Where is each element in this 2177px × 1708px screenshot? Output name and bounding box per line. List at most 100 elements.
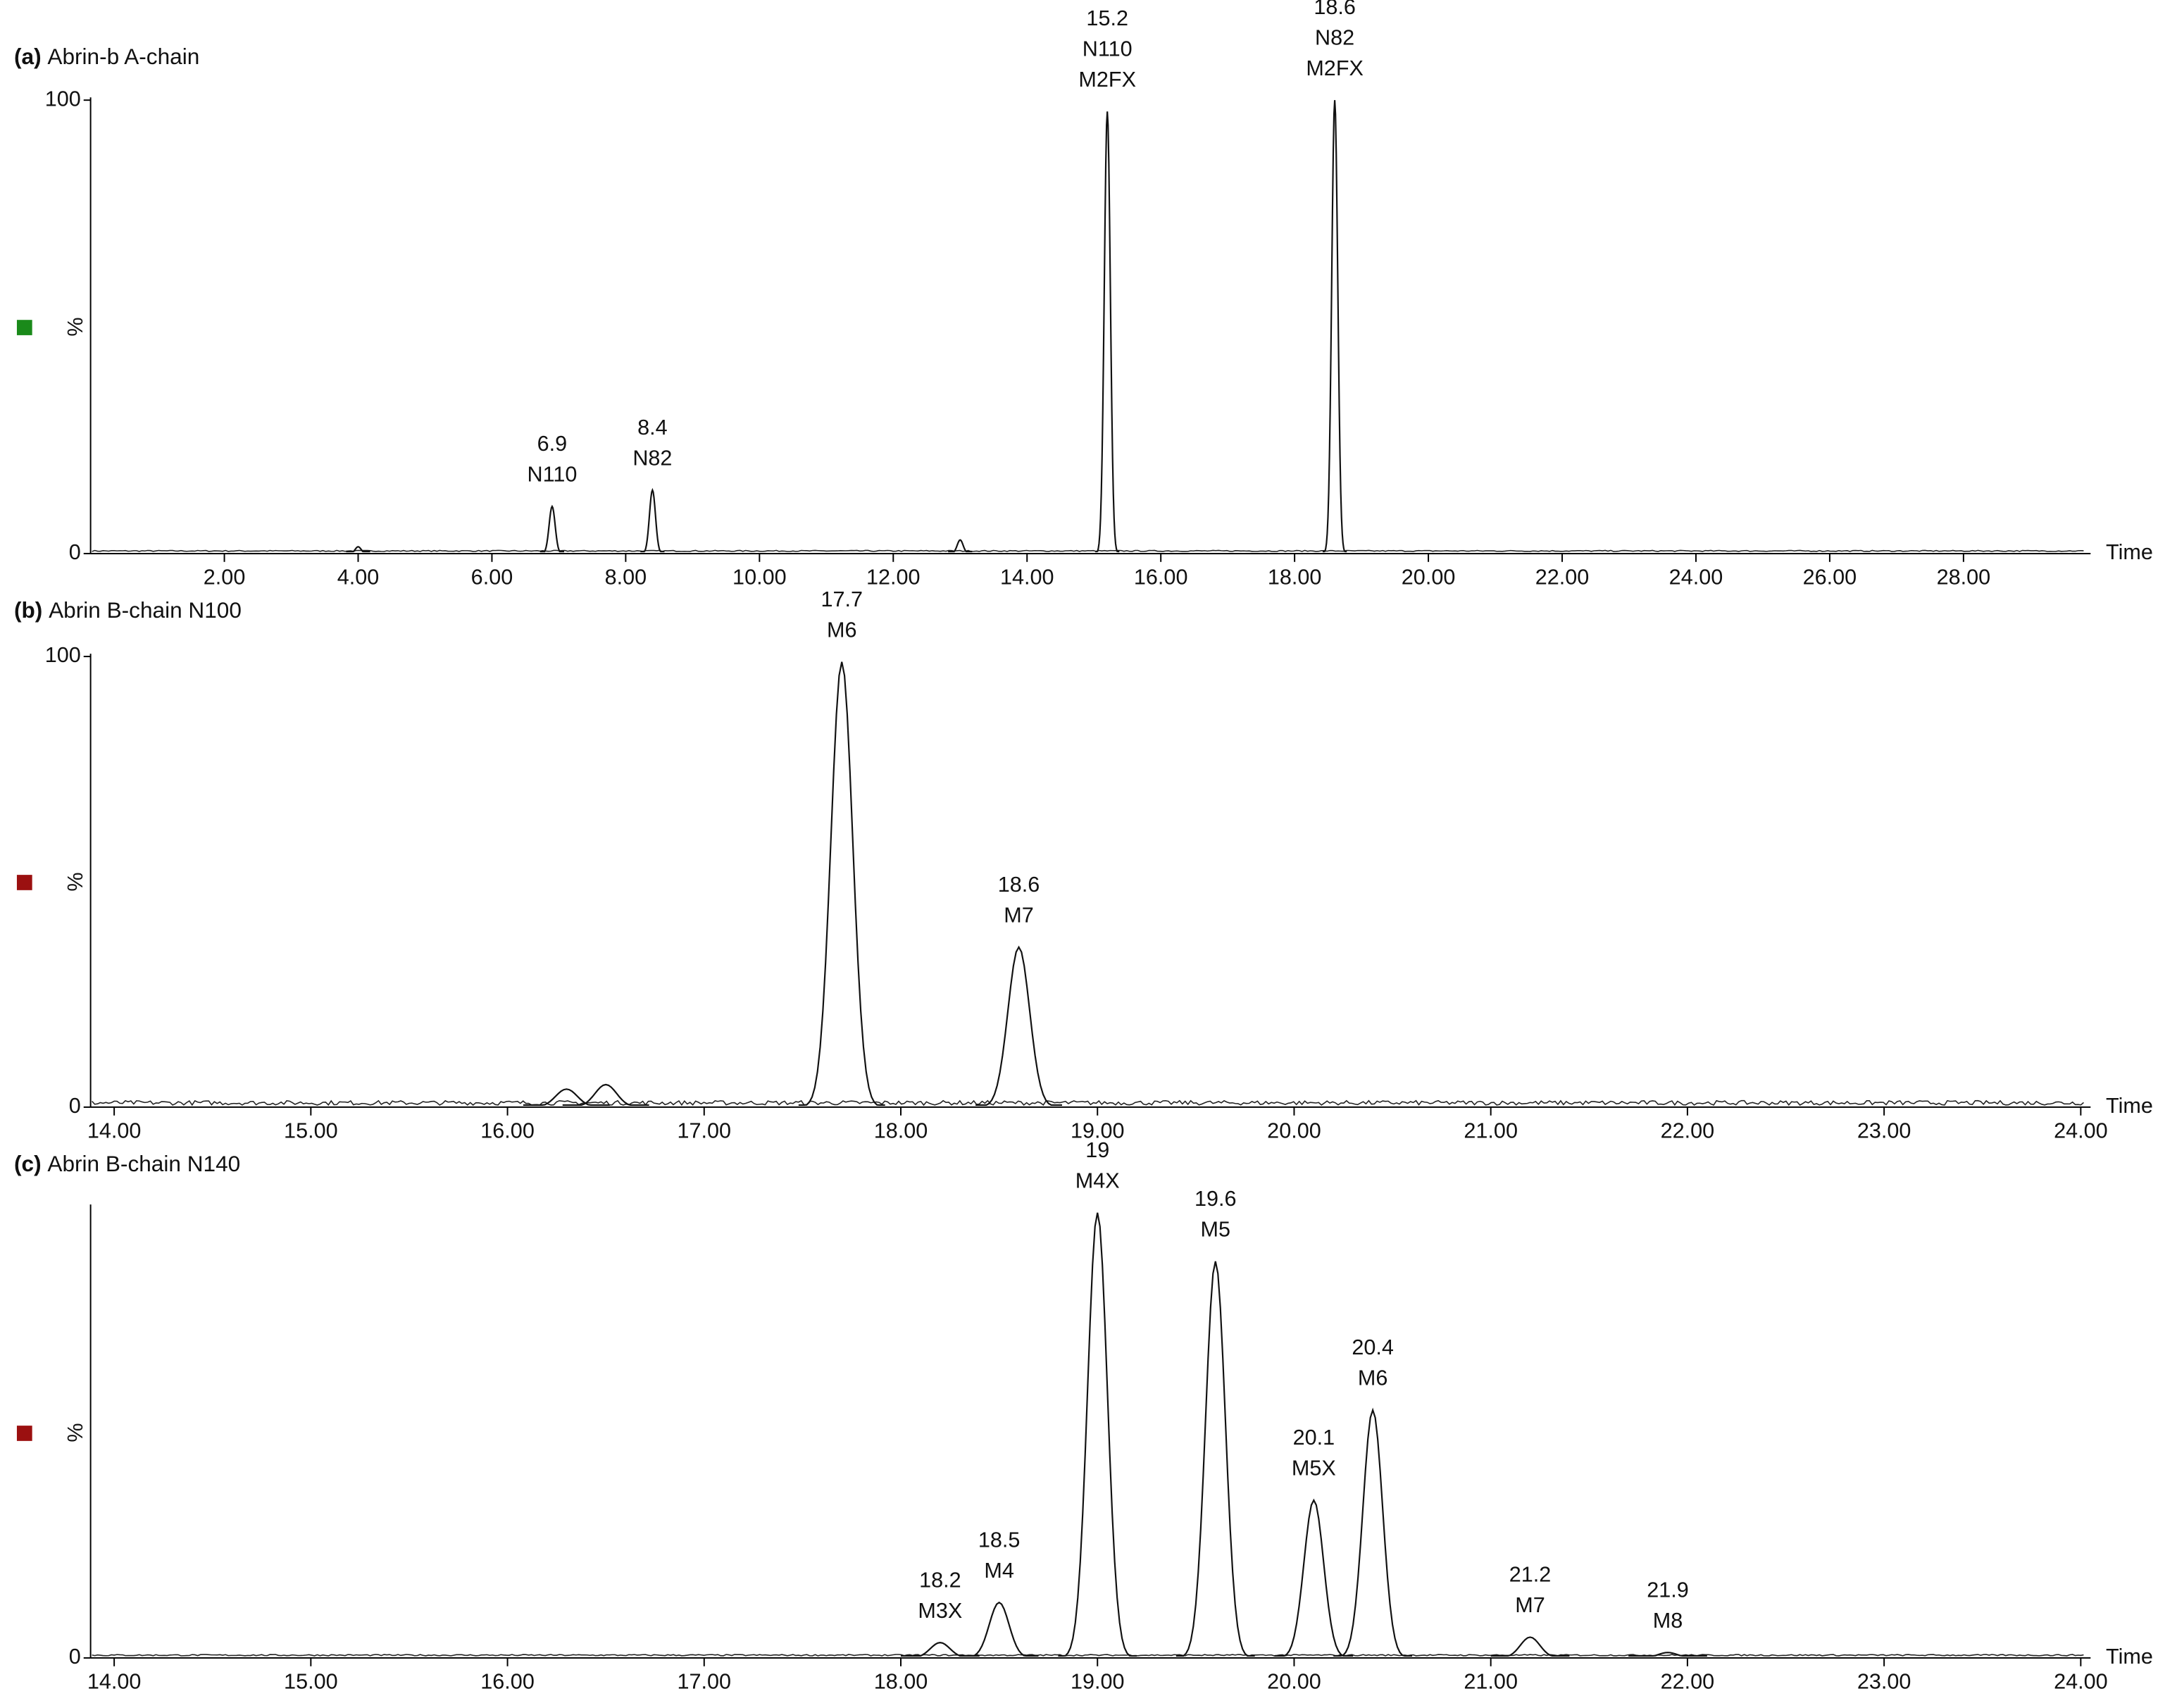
x-tick-label: 20.00 [1267, 1670, 1321, 1694]
panel-name: Abrin B-chain N140 [47, 1151, 240, 1176]
peak-time-label: 19.6 [1194, 1187, 1237, 1211]
peak-time-label: 18.2 [919, 1568, 961, 1592]
x-tick-label: 20.00 [1267, 1119, 1321, 1143]
x-tick-label: 4.00 [337, 566, 380, 590]
x-tick-label: 28.00 [1937, 566, 1991, 590]
x-tick-label: 16.00 [480, 1670, 535, 1694]
x-tick-label: 20.00 [1402, 566, 1456, 590]
peak [1490, 1636, 1570, 1657]
peak-label: N110 [1083, 37, 1133, 61]
x-tick-label: 6.00 [471, 566, 513, 590]
x-tick-label: 24.00 [2054, 1670, 2108, 1694]
x-tick-label: 14.00 [1000, 566, 1054, 590]
x-tick-label: 16.00 [480, 1119, 535, 1143]
peak-label: M2FX [1078, 68, 1136, 92]
x-tick-label: 26.00 [1803, 566, 1857, 590]
x-tick-label: 18.00 [874, 1670, 928, 1694]
peak [640, 487, 665, 553]
peak-label: M3X [918, 1599, 962, 1623]
x-tick-label: 24.00 [1669, 566, 1723, 590]
y-tick-label: 0 [69, 1094, 81, 1118]
peak-label: M5 [1201, 1217, 1231, 1241]
peak-time-label: 20.1 [1293, 1426, 1335, 1450]
peak-time-label: 18.6 [1314, 0, 1356, 19]
peak [798, 661, 885, 1107]
peak-label: M7 [1004, 903, 1034, 927]
panel-letter: (c) [14, 1151, 42, 1176]
baseline [92, 1099, 2084, 1107]
peak-label: M6 [1358, 1366, 1388, 1390]
x-tick-label: 8.00 [605, 566, 647, 590]
x-tick-label: 15.00 [284, 1119, 338, 1143]
x-tick-label: 10.00 [732, 566, 787, 590]
x-tick-label: 16.00 [1134, 566, 1188, 590]
y-tick-label: 100 [45, 87, 81, 111]
panel-letter: (a) [14, 44, 42, 69]
peak-time-label: 8.4 [637, 416, 668, 440]
x-axis-label: Time [2106, 1094, 2153, 1118]
peak [975, 945, 1062, 1107]
baseline [92, 1654, 2084, 1657]
peak [1628, 1652, 1707, 1657]
peak-time-label: 15.2 [1086, 6, 1128, 30]
peak-label: M2FX [1306, 56, 1364, 80]
x-tick-label: 17.00 [678, 1670, 732, 1694]
peak-label: M7 [1515, 1593, 1545, 1617]
peak-label: N110 [527, 463, 577, 487]
peak-label: M6 [827, 618, 857, 642]
peak-label: N82 [632, 446, 672, 470]
x-tick-label: 17.00 [678, 1119, 732, 1143]
trace-marker [16, 875, 32, 890]
x-tick-label: 18.00 [874, 1119, 928, 1143]
peak [1095, 111, 1120, 553]
panel-name: Abrin-b A-chain [47, 44, 199, 69]
x-tick-label: 12.00 [866, 566, 921, 590]
panel-letter: (b) [14, 597, 42, 623]
trace-marker [16, 1426, 32, 1441]
peak-time-label: 20.4 [1352, 1335, 1394, 1359]
x-tick-label: 15.00 [284, 1670, 338, 1694]
x-axis-label: Time [2106, 540, 2153, 564]
peak-label: M5X [1292, 1457, 1336, 1481]
x-tick-label: 22.00 [1661, 1670, 1715, 1694]
x-tick-label: 14.00 [87, 1119, 142, 1143]
peak-time-label: 21.9 [1647, 1578, 1689, 1602]
peak-time-label: 18.6 [998, 873, 1040, 897]
peak [959, 1601, 1039, 1657]
peak [1333, 1407, 1412, 1657]
trace-marker [16, 320, 32, 335]
x-tick-label: 22.00 [1535, 566, 1590, 590]
x-tick-label: 14.00 [87, 1670, 142, 1694]
panel-name: Abrin B-chain N100 [49, 597, 242, 623]
peak-time-label: 18.5 [978, 1528, 1021, 1552]
x-tick-label: 19.00 [1071, 1119, 1125, 1143]
panel-title: (c) Abrin B-chain N140 [14, 1151, 240, 1176]
peak [346, 546, 370, 553]
x-tick-label: 21.00 [1464, 1119, 1518, 1143]
panel-title: (b) Abrin B-chain N100 [14, 597, 242, 623]
x-tick-label: 24.00 [2054, 1119, 2108, 1143]
peak-time-label: 19 [1085, 1138, 1109, 1162]
x-axis-label: Time [2106, 1645, 2153, 1669]
peak [523, 1088, 610, 1107]
peak-label: N82 [1315, 25, 1354, 49]
peak-time-label: 6.9 [537, 432, 568, 456]
y-tick-label: 0 [69, 540, 81, 564]
x-tick-label: 19.00 [1071, 1670, 1125, 1694]
y-tick-label: 0 [69, 1645, 81, 1669]
peak [948, 539, 973, 553]
baseline [92, 549, 2084, 552]
y-axis-label: % [63, 1423, 87, 1442]
peak [1175, 1261, 1255, 1657]
x-tick-label: 2.00 [204, 566, 246, 590]
x-tick-label: 21.00 [1464, 1670, 1518, 1694]
peak [1058, 1212, 1137, 1657]
y-axis-label: % [63, 872, 87, 891]
panel-title: (a) Abrin-b A-chain [14, 44, 199, 69]
peak [539, 504, 565, 553]
peak-label: M4X [1075, 1168, 1120, 1192]
x-tick-label: 18.00 [1268, 566, 1322, 590]
y-axis-label: % [63, 317, 87, 336]
